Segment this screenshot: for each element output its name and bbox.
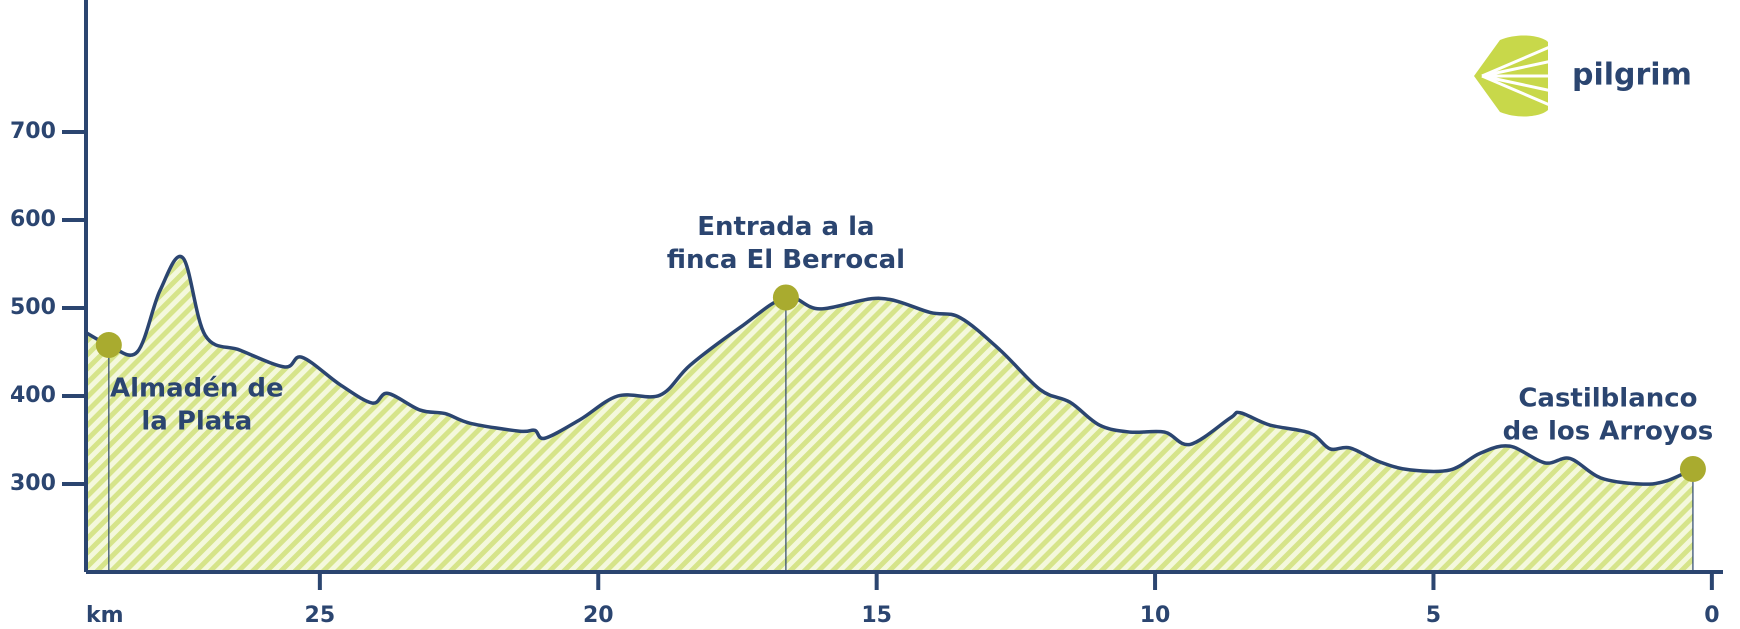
y-tick-label: 600: [10, 207, 56, 232]
x-tick-label: 0: [1704, 603, 1719, 628]
x-tick-label: 5: [1426, 603, 1441, 628]
marker-label: Almadén de: [110, 373, 284, 403]
x-tick-label: 20: [583, 603, 614, 628]
marker-label: de los Arroyos: [1503, 417, 1714, 447]
marker: [772, 284, 799, 311]
y-tick-label: 700: [10, 119, 56, 144]
marker-label: Castilblanco: [1518, 384, 1697, 414]
marker: [1679, 456, 1706, 483]
marker-label: Entrada a la: [697, 212, 874, 242]
area: [86, 256, 1693, 572]
marker: [95, 331, 122, 358]
x-tick-label: 10: [1140, 603, 1171, 628]
y-tick-label: 500: [10, 295, 56, 320]
x-tick-label: 25: [305, 603, 336, 628]
marker-label: finca El Berrocal: [667, 245, 905, 275]
marker-label: la Plata: [141, 406, 252, 436]
y-tick-label: 400: [10, 383, 56, 408]
x-axis-label: km: [86, 603, 124, 628]
brand: pilgrim: [1572, 58, 1692, 93]
logo-ribs: [1481, 44, 1553, 108]
x-tick-label: 15: [861, 603, 892, 628]
y-tick-label: 300: [10, 471, 56, 496]
profile-line: [85, 254, 1694, 486]
logo: [1474, 35, 1553, 117]
